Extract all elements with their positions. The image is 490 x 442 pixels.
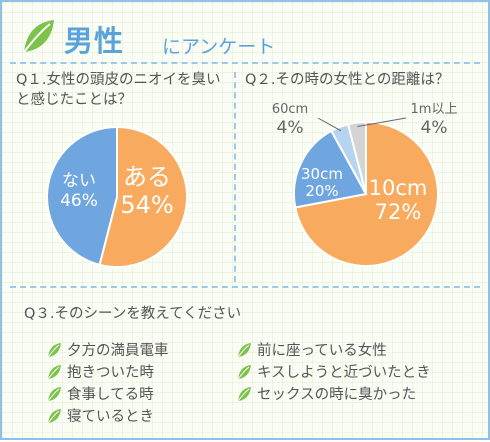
list-item: キスしようと近づいたとき bbox=[236, 362, 466, 381]
list-item-label: 抱きついた時 bbox=[67, 365, 154, 381]
list-item: 抱きついた時 bbox=[46, 362, 236, 381]
header: 男性 にアンケート bbox=[10, 10, 480, 64]
pie2-category-30cm: 30cm bbox=[301, 165, 343, 183]
pie2-label-30cm: 30cm 20% bbox=[294, 165, 350, 201]
q3-question: Q３.そのシーンを教えてください bbox=[24, 306, 242, 322]
pie1-slice-0 bbox=[98, 125, 188, 268]
pie2-value-60cm: 4% bbox=[276, 117, 304, 138]
list-item: セックスの時に臭かった bbox=[236, 384, 466, 403]
pie1-label-nai: ない 46% bbox=[54, 171, 104, 211]
pie1-value-nai: 46% bbox=[60, 190, 98, 211]
header-title: 男性 bbox=[64, 24, 125, 58]
pie1-category-nai: ない bbox=[62, 171, 96, 191]
pie1-label-aru: ある 54% bbox=[112, 163, 182, 219]
leaf-icon bbox=[237, 364, 251, 379]
pie1-value-aru: 54% bbox=[120, 190, 174, 219]
leaf-icon bbox=[47, 386, 61, 401]
list-item: 前に座っている女性 bbox=[236, 340, 466, 359]
list-item: 食事してる時 bbox=[46, 384, 236, 403]
pie2-category-60cm: 60cm bbox=[271, 102, 309, 117]
pie2-label-10cm: 10cm 72% bbox=[360, 176, 436, 224]
header-subtitle: にアンケート bbox=[162, 36, 276, 58]
list-item-label: セックスの時に臭かった bbox=[257, 387, 417, 403]
pie1-category-aru: ある bbox=[123, 163, 171, 191]
column-divider bbox=[234, 72, 236, 282]
pie2-label-1m: 1m以上 4% bbox=[402, 102, 466, 138]
pie2-category-1m: 1m以上 bbox=[410, 102, 458, 117]
pie2-value-30cm: 20% bbox=[305, 182, 339, 201]
list-item: 寝ているとき bbox=[46, 406, 236, 425]
leaf-icon bbox=[23, 20, 54, 53]
pie2-leader-line-2 bbox=[317, 117, 342, 132]
list-item-label: 食事してる時 bbox=[67, 387, 154, 403]
list-item: 夕方の満員電車 bbox=[46, 340, 236, 359]
scene-list: 夕方の満員電車 前に座っている女性 抱きついた時 キスしようと近づいたとき 食事… bbox=[46, 340, 466, 425]
leaf-icon bbox=[47, 364, 61, 379]
pie2-category-10cm: 10cm bbox=[368, 176, 428, 200]
leaf-icon bbox=[237, 386, 251, 401]
list-item-label: 前に座っている女性 bbox=[257, 343, 387, 359]
pie2-label-60cm: 60cm 4% bbox=[260, 102, 320, 138]
q1-question: Q１.女性の頭皮のニオイを臭いと感じたことは？ bbox=[16, 72, 221, 108]
pie2-leader-line-3 bbox=[357, 117, 407, 128]
q2-question: Q２.その時の女性との距離は？ bbox=[245, 72, 450, 88]
leaf-icon bbox=[47, 408, 61, 423]
leaf-icon bbox=[47, 342, 61, 357]
pie2-slice-1 bbox=[293, 129, 368, 209]
list-item-label: 寝ているとき bbox=[67, 409, 154, 425]
leaf-icon bbox=[237, 342, 251, 357]
pie2-value-10cm: 72% bbox=[374, 200, 422, 225]
list-item-label: 夕方の満員電車 bbox=[67, 343, 169, 359]
pie2-slice-3 bbox=[346, 120, 367, 195]
pie2-value-1m: 4% bbox=[420, 117, 448, 138]
row-divider bbox=[10, 286, 480, 288]
pie1-slice-1 bbox=[46, 125, 118, 267]
list-item-label: キスしようと近づいたとき bbox=[257, 365, 431, 381]
